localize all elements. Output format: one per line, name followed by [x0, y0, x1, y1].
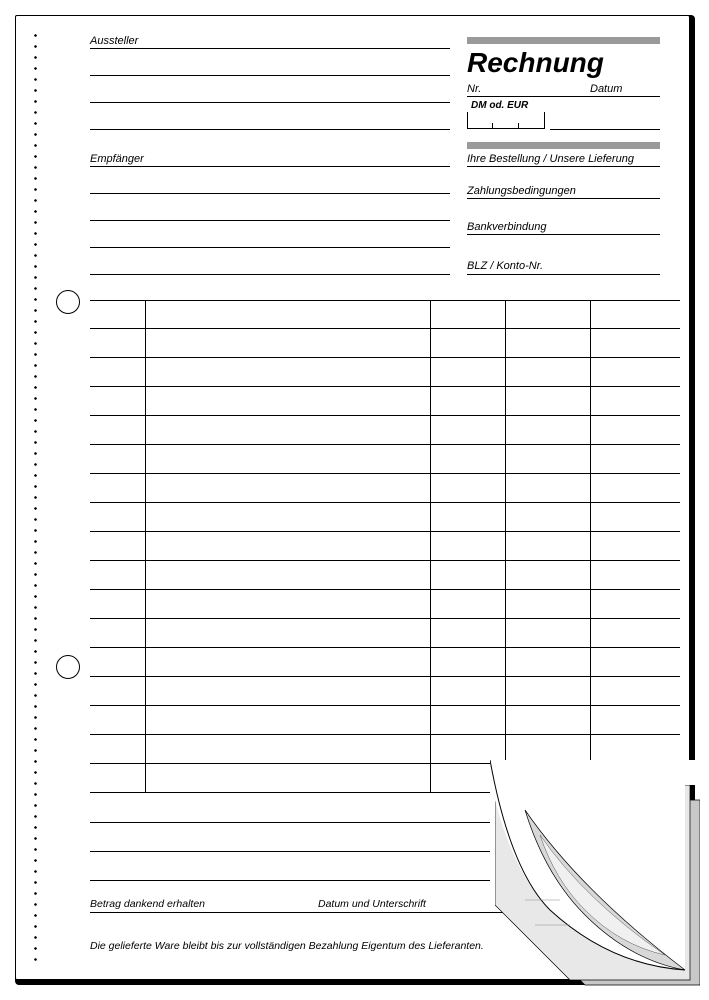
- bank-label: Bankverbindung: [467, 221, 547, 233]
- col-divider: [145, 300, 146, 793]
- line: [90, 166, 450, 167]
- line: [467, 166, 660, 167]
- line: [90, 851, 680, 852]
- betrag-label: Betrag dankend erhalten: [90, 898, 205, 910]
- table-row: [90, 329, 680, 358]
- dm-eur-label: DM od. EUR: [471, 100, 528, 111]
- line: [90, 48, 450, 49]
- legal-text: Die gelieferte Ware bleibt bis zur volls…: [90, 940, 484, 952]
- table-row: [90, 300, 680, 329]
- de-fragment: De: [558, 898, 571, 910]
- line: [90, 912, 680, 913]
- table-row: [90, 474, 680, 503]
- empfaenger-label: Empfänger: [90, 153, 144, 165]
- datum-unterschrift-label: Datum und Unterschrift: [318, 898, 426, 910]
- col-divider: [590, 300, 591, 793]
- dm-eur-box: [467, 112, 545, 129]
- line: [90, 247, 450, 248]
- col-divider: [505, 300, 506, 793]
- invoice-title: Rechnung: [467, 47, 604, 79]
- punch-hole: [56, 290, 80, 314]
- nr-label: Nr.: [467, 83, 481, 95]
- table-row: [90, 561, 680, 590]
- line: [467, 274, 660, 275]
- line: [550, 129, 660, 130]
- line: [90, 193, 450, 194]
- table-row: [90, 358, 680, 387]
- line: [90, 822, 680, 823]
- table-row: [90, 532, 680, 561]
- line: [90, 880, 680, 881]
- table-row: [90, 648, 680, 677]
- mid-grey-bar: [467, 142, 660, 149]
- table-row: [90, 677, 680, 706]
- table-row: [90, 706, 680, 735]
- perforation-strip: [34, 30, 38, 965]
- line: [90, 129, 450, 130]
- aussteller-label: Aussteller: [90, 35, 138, 47]
- table-row: [90, 619, 680, 648]
- line-items-table: [90, 300, 680, 793]
- table-row: [90, 735, 680, 764]
- line: [467, 96, 660, 97]
- table-row: [90, 503, 680, 532]
- punch-hole: [56, 655, 80, 679]
- table-row: [90, 445, 680, 474]
- line: [467, 198, 660, 199]
- blz-label: BLZ / Konto-Nr.: [467, 260, 543, 272]
- title-grey-bar: [467, 37, 660, 44]
- line: [90, 220, 450, 221]
- table-row: [90, 387, 680, 416]
- datum-label: Datum: [590, 83, 622, 95]
- table-row: [90, 764, 680, 793]
- line: [467, 234, 660, 235]
- col-divider: [430, 300, 431, 793]
- table-row: [90, 416, 680, 445]
- line: [90, 274, 450, 275]
- line: [90, 102, 450, 103]
- zahlung-label: Zahlungsbedingungen: [467, 185, 576, 197]
- bestellung-label: Ihre Bestellung / Unsere Lieferung: [467, 153, 634, 165]
- table-row: [90, 590, 680, 619]
- line: [90, 75, 450, 76]
- table-body: [90, 300, 680, 793]
